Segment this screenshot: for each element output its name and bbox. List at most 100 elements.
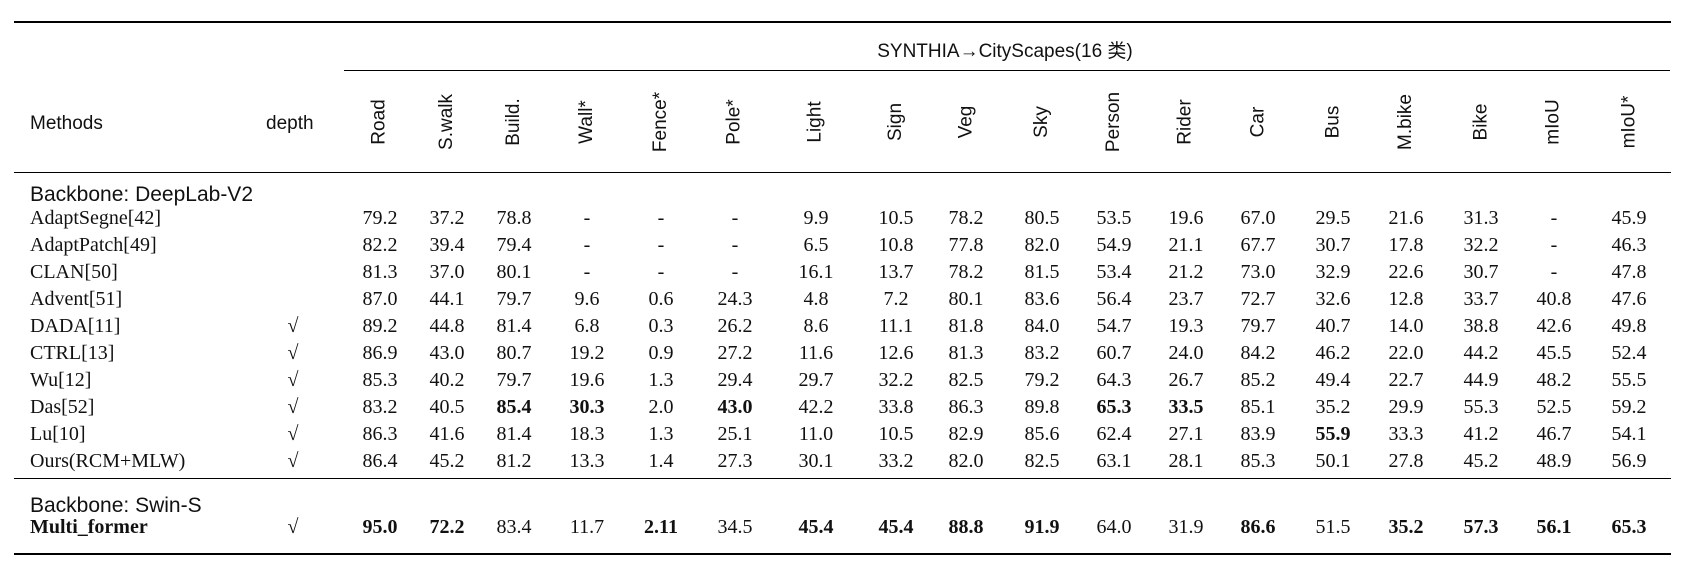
value-cell: 56.9 — [1611, 450, 1647, 472]
value-cell: 14.0 — [1388, 315, 1424, 337]
value-cell: 1.4 — [648, 450, 674, 472]
column-header: Veg — [944, 78, 988, 166]
value-cell: 11.0 — [798, 423, 834, 445]
value-cell: 53.5 — [1096, 207, 1132, 229]
depth-cell: √ — [287, 315, 299, 337]
value-cell: 79.7 — [496, 288, 532, 310]
value-cell: 26.2 — [717, 315, 753, 337]
value-cell: 32.2 — [1463, 234, 1499, 256]
value-cell: 37.0 — [429, 261, 465, 283]
value-cell: 47.6 — [1611, 288, 1647, 310]
value-cell: 60.7 — [1096, 342, 1132, 364]
value-cell: 64.0 — [1096, 516, 1132, 538]
value-cell: 30.7 — [1463, 261, 1499, 283]
value-cell: 0.9 — [648, 342, 674, 364]
value-cell: 77.8 — [948, 234, 984, 256]
method-cell: Lu[10] — [30, 423, 86, 445]
value-cell: 81.4 — [496, 423, 532, 445]
value-cell: 43.0 — [429, 342, 465, 364]
table-row: Lu[10] √ 86.3 41.6 81.4 18.3 1.3 25.1 11.0 10.5 82… — [0, 421, 1689, 448]
column-header-label: mIoU* — [1618, 95, 1640, 149]
column-header: Rider — [1164, 78, 1208, 166]
value-cell: 84.2 — [1240, 342, 1276, 364]
value-cell: 79.2 — [362, 207, 398, 229]
value-cell: 65.3 — [1096, 396, 1132, 418]
column-header-label: Rider — [1175, 99, 1196, 145]
value-cell: 40.7 — [1315, 315, 1351, 337]
value-cell: 29.5 — [1315, 207, 1351, 229]
table-row: Advent[51] 87.0 44.1 79.7 9.6 0.6 24.3 4.8 7.2 80… — [0, 286, 1689, 313]
value-cell: 33.2 — [878, 450, 914, 472]
value-cell: 28.1 — [1168, 450, 1204, 472]
value-cell: 21.1 — [1168, 234, 1204, 256]
section-rule — [14, 478, 1671, 479]
column-header-label: Bike — [1470, 103, 1491, 141]
value-cell: 48.2 — [1536, 369, 1572, 391]
value-cell: 89.2 — [362, 315, 398, 337]
column-header: mIoU* — [1607, 78, 1651, 166]
value-cell: 82.0 — [948, 450, 984, 472]
value-cell: 13.3 — [569, 450, 605, 472]
value-cell: 54.9 — [1096, 234, 1132, 256]
depth-cell: √ — [287, 450, 299, 472]
value-cell: 19.2 — [569, 342, 605, 364]
table-row: AdaptPatch[49] 82.2 39.4 79.4 - - - 6.5 10.8 77.8… — [0, 232, 1689, 259]
value-cell: 50.1 — [1315, 450, 1351, 472]
column-header-label: Light — [804, 101, 826, 143]
value-cell: 11.7 — [569, 516, 605, 538]
table-row: Das[52] √ 83.2 40.5 85.4 30.3 2.0 43.0 42.2 33.8 8… — [0, 394, 1689, 421]
value-cell: - — [731, 234, 739, 256]
value-cell: 79.2 — [1024, 369, 1060, 391]
value-cell: 47.8 — [1611, 261, 1647, 283]
value-cell: 88.8 — [948, 516, 984, 538]
column-header-label: Person — [1103, 91, 1125, 153]
value-cell: 46.2 — [1315, 342, 1351, 364]
column-header-label: S.walk — [436, 94, 457, 150]
value-cell: 10.5 — [878, 423, 914, 445]
value-cell: 89.8 — [1024, 396, 1060, 418]
value-cell: 30.1 — [798, 450, 834, 472]
value-cell: 73.0 — [1240, 261, 1276, 283]
column-header-label: Sky — [1031, 106, 1052, 138]
value-cell: - — [583, 207, 591, 229]
value-cell: 27.8 — [1388, 450, 1424, 472]
value-cell: - — [657, 234, 665, 256]
value-cell: 81.5 — [1024, 261, 1060, 283]
column-header: Person — [1092, 78, 1136, 166]
value-cell: 54.7 — [1096, 315, 1132, 337]
method-cell: CLAN[50] — [30, 261, 118, 283]
value-cell: 22.0 — [1388, 342, 1424, 364]
value-cell: 40.8 — [1536, 288, 1572, 310]
value-cell: 42.6 — [1536, 315, 1572, 337]
value-cell: 43.0 — [717, 396, 753, 418]
value-cell: 85.3 — [1240, 450, 1276, 472]
column-header-label: Road — [369, 99, 391, 145]
value-cell: 83.9 — [1240, 423, 1276, 445]
column-header-label: Veg — [954, 105, 976, 139]
value-cell: 32.2 — [878, 369, 914, 391]
value-cell: 64.3 — [1096, 369, 1132, 391]
value-cell: 86.9 — [362, 342, 398, 364]
value-cell: 65.3 — [1611, 516, 1647, 538]
method-cell: AdaptSegne[42] — [30, 207, 162, 229]
column-header-label: Pole* — [724, 99, 746, 145]
value-cell: 19.6 — [569, 369, 605, 391]
value-cell: 85.3 — [362, 369, 398, 391]
value-cell: 38.8 — [1463, 315, 1499, 337]
bottom-rule — [14, 553, 1671, 555]
backbone-title: Backbone: Swin-S — [30, 494, 202, 517]
column-header-label: Car — [1247, 106, 1268, 138]
value-cell: 63.1 — [1096, 450, 1132, 472]
column-header: M.bike — [1384, 78, 1428, 166]
value-cell: 39.4 — [429, 234, 465, 256]
value-cell: 91.9 — [1024, 516, 1060, 538]
column-header-label: Fence* — [650, 91, 672, 153]
value-cell: 49.4 — [1315, 369, 1351, 391]
value-cell: 29.4 — [717, 369, 753, 391]
value-cell: 82.5 — [948, 369, 984, 391]
value-cell: 22.7 — [1388, 369, 1424, 391]
value-cell: 40.2 — [429, 369, 465, 391]
value-cell: 35.2 — [1388, 516, 1424, 538]
value-cell: 23.7 — [1168, 288, 1204, 310]
value-cell: 12.6 — [878, 342, 914, 364]
